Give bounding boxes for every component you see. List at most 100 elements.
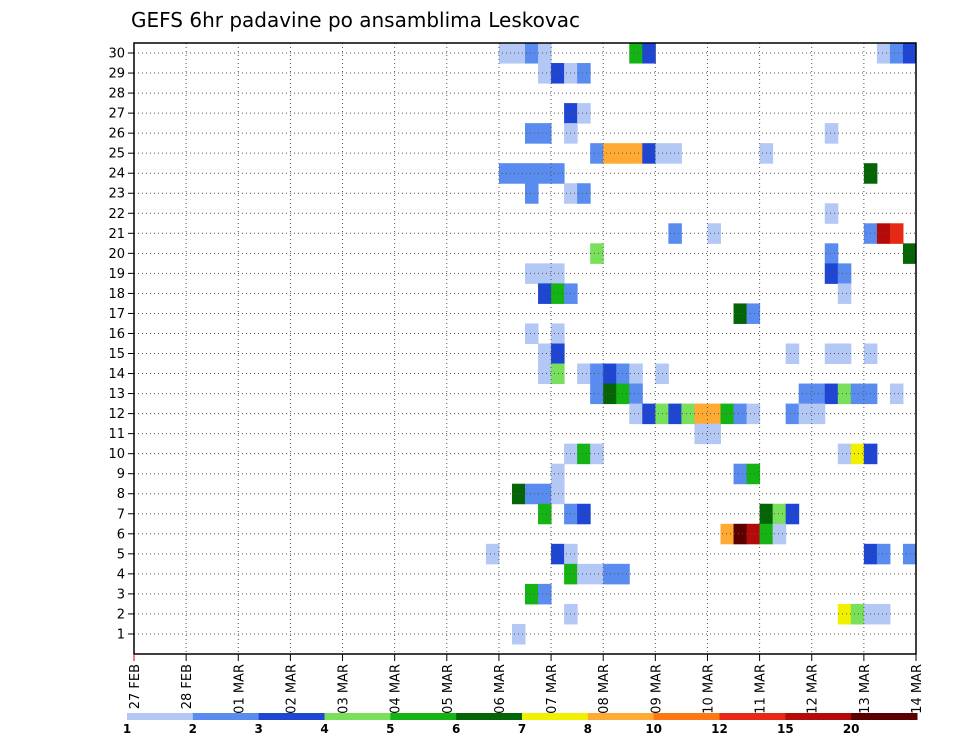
precip-cell — [837, 603, 852, 625]
precip-cell — [590, 383, 604, 405]
precip-cell — [746, 463, 761, 485]
precip-cell — [551, 163, 565, 184]
precip-cell — [785, 503, 800, 525]
precip-cell — [824, 263, 839, 284]
y-tick-label: 19 — [108, 267, 125, 282]
precip-cell — [902, 243, 917, 264]
x-tick-label: 08 MAR — [597, 664, 612, 714]
precip-cell — [525, 323, 539, 344]
precip-cell — [733, 403, 748, 425]
precip-cell — [837, 343, 852, 365]
precip-cell — [837, 263, 852, 284]
precip-cell — [629, 43, 643, 64]
y-tick-label: 14 — [108, 367, 125, 382]
precip-cell — [538, 363, 552, 385]
legend-swatch — [785, 713, 852, 720]
precip-cell — [525, 43, 539, 64]
precip-cell — [590, 443, 604, 465]
x-tick-label: 09 MAR — [649, 664, 664, 714]
precip-cell — [824, 243, 839, 264]
legend-label: 15 — [777, 722, 794, 736]
precip-cell — [525, 183, 539, 204]
precip-cell — [824, 123, 839, 144]
precip-cell — [785, 403, 800, 425]
y-tick-label: 17 — [108, 307, 125, 322]
y-tick-label: 9 — [117, 467, 125, 482]
plot-frame — [133, 42, 917, 655]
precip-cell — [590, 243, 604, 264]
precip-cell — [642, 43, 656, 64]
precip-cell — [798, 403, 813, 425]
y-tick-label: 22 — [108, 207, 125, 222]
legend-swatch — [127, 713, 194, 720]
legend-swatch — [522, 713, 589, 720]
y-tick-label: 30 — [108, 47, 125, 62]
precip-cell — [668, 403, 682, 425]
precip-cell — [551, 343, 565, 365]
precip-cell — [577, 183, 591, 204]
precip-cell — [577, 63, 591, 84]
precip-cell — [577, 503, 591, 525]
y-tick-label: 21 — [108, 227, 125, 242]
y-tick-label: 16 — [108, 327, 125, 342]
precip-cell — [538, 483, 552, 505]
precip-cell — [837, 383, 852, 405]
precip-cell — [824, 203, 839, 224]
precip-cell — [551, 463, 565, 485]
legend: 1 2 3 4 5 6 7 8 10 12 15 20 — [123, 713, 918, 736]
y-tick-label: 6 — [117, 527, 125, 542]
precip-cell — [629, 403, 643, 425]
precip-cell — [538, 283, 552, 304]
y-tick-label: 27 — [108, 107, 125, 122]
precip-cell — [876, 543, 891, 565]
legend-swatch — [192, 713, 260, 720]
precip-cell — [746, 523, 761, 545]
x-axis: 27 FEB 28 FEB 01 MAR 02 MAR 03 MAR 04 MAR 05 M… — [128, 654, 925, 714]
precip-cell — [746, 303, 761, 324]
precip-cell — [876, 603, 891, 625]
precip-cell — [746, 403, 761, 425]
legend-swatch — [587, 713, 655, 720]
legend-swatch — [390, 713, 457, 720]
y-tick-label: 23 — [108, 187, 125, 202]
precip-cell — [772, 503, 787, 525]
y-tick-label: 3 — [117, 587, 125, 602]
precip-cell — [889, 223, 904, 244]
x-tick-label: 27 FEB — [128, 664, 143, 709]
precip-cell — [850, 383, 865, 405]
precip-cell — [850, 443, 865, 465]
precip-cell — [498, 43, 513, 64]
precip-cell — [551, 323, 565, 344]
precip-cell — [720, 523, 735, 545]
precip-cell — [538, 163, 552, 184]
precip-cell — [902, 43, 917, 64]
precip-cell — [850, 603, 865, 625]
precip-cell — [785, 343, 800, 365]
precip-cell — [694, 423, 708, 445]
precip-cell — [590, 363, 604, 385]
precip-cell — [681, 403, 695, 425]
legend-swatch — [456, 713, 523, 720]
x-tick-label: 28 FEB — [180, 664, 195, 709]
precip-cell — [538, 583, 552, 605]
precip-cell — [538, 343, 552, 365]
precip-cell — [551, 543, 565, 565]
legend-swatch — [258, 713, 325, 720]
precip-cell — [538, 503, 552, 525]
x-tick-label: 05 MAR — [441, 664, 456, 714]
x-tick-label: 03 MAR — [337, 664, 352, 714]
precip-cell — [772, 523, 787, 545]
legend-label: 2 — [189, 722, 197, 736]
x-tick-label: 01 MAR — [232, 664, 247, 714]
legend-label: 1 — [123, 722, 131, 736]
precip-cell — [694, 403, 708, 425]
y-tick-label: 20 — [108, 247, 125, 262]
x-tick-label: 11 MAR — [754, 664, 769, 714]
precip-cell — [590, 563, 604, 585]
legend-label: 10 — [645, 722, 662, 736]
precip-cell — [538, 123, 552, 144]
x-tick-label: 06 MAR — [493, 664, 508, 714]
legend-swatch — [324, 713, 391, 720]
precip-cell — [642, 403, 656, 425]
y-tick-label: 7 — [117, 507, 125, 522]
